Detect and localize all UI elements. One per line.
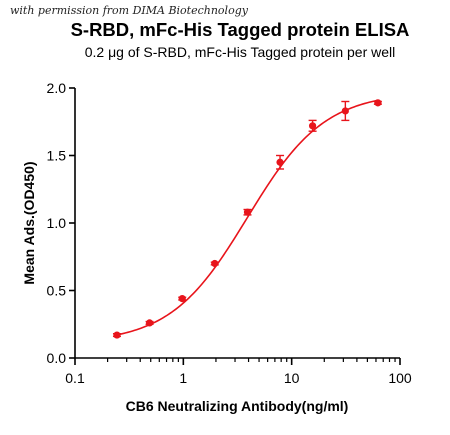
x-tick-label: 1	[179, 370, 187, 386]
data-point	[178, 295, 186, 303]
y-axis-label: Mean Ads.(OD450)	[21, 161, 37, 284]
x-tick-label: 0.1	[65, 370, 85, 386]
data-point	[276, 158, 284, 166]
data-point	[145, 319, 154, 327]
x-axis-label: CB6 Neutralizing Antibody(ng/ml)	[126, 398, 349, 414]
data-point	[113, 331, 121, 339]
chart-title: S-RBD, mFc-His Tagged protein ELISA	[71, 19, 410, 40]
fit-curve-group	[116, 99, 379, 336]
y-tick-label: 0.0	[47, 350, 67, 366]
y-tick-label: 2.0	[47, 80, 67, 96]
data-point	[211, 259, 219, 268]
watermark-text: with permission from DIMA Biotechnology	[10, 4, 249, 17]
axes	[69, 87, 401, 365]
data-point	[243, 208, 252, 216]
fit-curve	[116, 99, 379, 336]
x-tick-label: 10	[284, 370, 300, 386]
tick-labels: 0.0 0.5 1.0 1.5 2.0 0.1 1 10 100	[47, 80, 412, 386]
data-point	[341, 107, 349, 115]
data-point	[374, 99, 382, 107]
y-tick-label: 1.0	[47, 215, 67, 231]
data-points	[113, 99, 382, 339]
x-tick-label: 100	[388, 370, 412, 386]
y-tick-label: 0.5	[47, 283, 67, 299]
data-point	[308, 122, 317, 130]
chart-subtitle: 0.2 μg of S-RBD, mFc-His Tagged protein …	[85, 44, 396, 60]
y-tick-label: 1.5	[47, 148, 67, 164]
